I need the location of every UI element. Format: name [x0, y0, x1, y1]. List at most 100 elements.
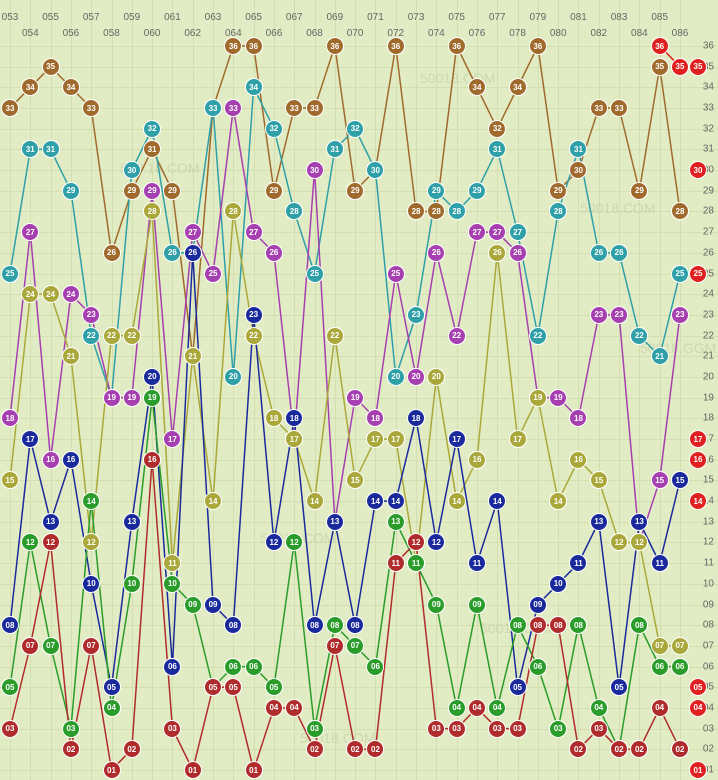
data-point-purple: 26: [509, 244, 527, 262]
y-axis-label: 02: [703, 744, 714, 755]
grid-horizontal: [0, 584, 718, 585]
data-point-green: 06: [529, 658, 547, 676]
y-axis-label: 08: [703, 620, 714, 631]
data-point-teal: 26: [590, 244, 608, 262]
y-axis-label: 34: [703, 82, 714, 93]
data-point-navy: 26: [184, 244, 202, 262]
data-point-brown: 28: [427, 202, 445, 220]
data-point-purple: 15: [651, 471, 669, 489]
y-axis-label: 13: [703, 516, 714, 527]
data-point-brown: 36: [529, 37, 547, 55]
lottery-trend-chart: 0102030405060708091011121314151617181920…: [0, 0, 718, 780]
data-point-green: 08: [326, 616, 344, 634]
data-point-red_right: 35: [671, 58, 689, 76]
grid-horizontal: [0, 356, 718, 357]
data-point-brown: 33: [285, 99, 303, 117]
data-point-olive: 07: [651, 637, 669, 655]
data-point-purple: 27: [245, 223, 263, 241]
data-point-purple: 24: [62, 285, 80, 303]
data-point-green: 06: [671, 658, 689, 676]
grid-horizontal: [0, 211, 718, 212]
y-axis-label: 31: [703, 144, 714, 155]
data-point-teal: 34: [245, 78, 263, 96]
data-point-green: 04: [448, 699, 466, 717]
x-axis-label: 061: [164, 12, 181, 23]
data-point-olive: 21: [62, 347, 80, 365]
data-point-brown: 36: [387, 37, 405, 55]
data-point-green: 10: [163, 575, 181, 593]
x-axis-label: 060: [144, 28, 161, 39]
data-point-olive: 12: [82, 533, 100, 551]
grid-horizontal: [0, 149, 718, 150]
x-axis-label: 080: [550, 28, 567, 39]
data-point-brown: 29: [549, 182, 567, 200]
data-point-brown: 33: [1, 99, 19, 117]
data-point-navy: 06: [163, 658, 181, 676]
data-point-navy: 18: [285, 409, 303, 427]
grid-vertical: [335, 0, 336, 780]
y-axis-label: 10: [703, 578, 714, 589]
x-axis-label: 065: [245, 12, 262, 23]
grid-vertical: [396, 0, 397, 780]
grid-vertical: [518, 0, 519, 780]
data-point-brown: 33: [306, 99, 324, 117]
data-point-navy: 08: [224, 616, 242, 634]
data-point-teal: 30: [123, 161, 141, 179]
x-axis-label: 059: [123, 12, 140, 23]
data-point-green: 05: [265, 678, 283, 696]
x-axis-label: 075: [448, 12, 465, 23]
data-point-purple: 20: [407, 368, 425, 386]
data-point-darkred: 03: [488, 720, 506, 738]
y-axis-label: 18: [703, 413, 714, 424]
data-point-brown: 33: [82, 99, 100, 117]
data-point-teal: 28: [285, 202, 303, 220]
y-axis-label: 26: [703, 247, 714, 258]
data-point-darkred: 04: [468, 699, 486, 717]
data-point-darkred: 01: [184, 761, 202, 779]
data-point-darkred: 08: [529, 616, 547, 634]
x-axis-label: 067: [286, 12, 303, 23]
x-axis-label: 074: [428, 28, 445, 39]
data-point-teal: 25: [306, 265, 324, 283]
data-point-teal: 33: [204, 99, 222, 117]
x-axis-label: 057: [83, 12, 100, 23]
data-point-olive: 15: [590, 471, 608, 489]
data-point-purple: 26: [427, 244, 445, 262]
y-axis-label: 22: [703, 330, 714, 341]
grid-horizontal: [0, 605, 718, 606]
grid-vertical: [274, 0, 275, 780]
data-point-olive: 22: [103, 327, 121, 345]
x-axis-label: 084: [631, 28, 648, 39]
data-point-purple: 25: [387, 265, 405, 283]
data-point-purple: 27: [21, 223, 39, 241]
grid-vertical: [71, 0, 72, 780]
data-point-olive: 26: [488, 244, 506, 262]
y-axis-label: 23: [703, 309, 714, 320]
x-axis-label: 070: [347, 28, 364, 39]
data-point-green: 05: [1, 678, 19, 696]
data-point-green: 06: [366, 658, 384, 676]
data-point-green: 19: [143, 389, 161, 407]
data-point-olive: 24: [42, 285, 60, 303]
data-point-navy: 14: [488, 492, 506, 510]
grid-horizontal: [0, 418, 718, 419]
data-point-navy: 09: [204, 596, 222, 614]
data-point-teal: 20: [387, 368, 405, 386]
y-axis-label: 19: [703, 392, 714, 403]
data-point-purple: 16: [42, 451, 60, 469]
right-marker: 04: [689, 699, 707, 717]
data-point-green: 12: [285, 533, 303, 551]
y-axis-label: 09: [703, 599, 714, 610]
data-point-darkred: 03: [590, 720, 608, 738]
data-point-purple: 25: [204, 265, 222, 283]
data-point-teal: 23: [407, 306, 425, 324]
data-point-green: 11: [407, 554, 425, 572]
x-axis-label: 063: [205, 12, 222, 23]
series-line-olive: [10, 211, 680, 645]
data-point-brown: 33: [590, 99, 608, 117]
grid-vertical: [457, 0, 458, 780]
data-point-green: 09: [468, 596, 486, 614]
grid-horizontal: [0, 232, 718, 233]
data-point-teal: 27: [509, 223, 527, 241]
data-point-teal: 21: [651, 347, 669, 365]
